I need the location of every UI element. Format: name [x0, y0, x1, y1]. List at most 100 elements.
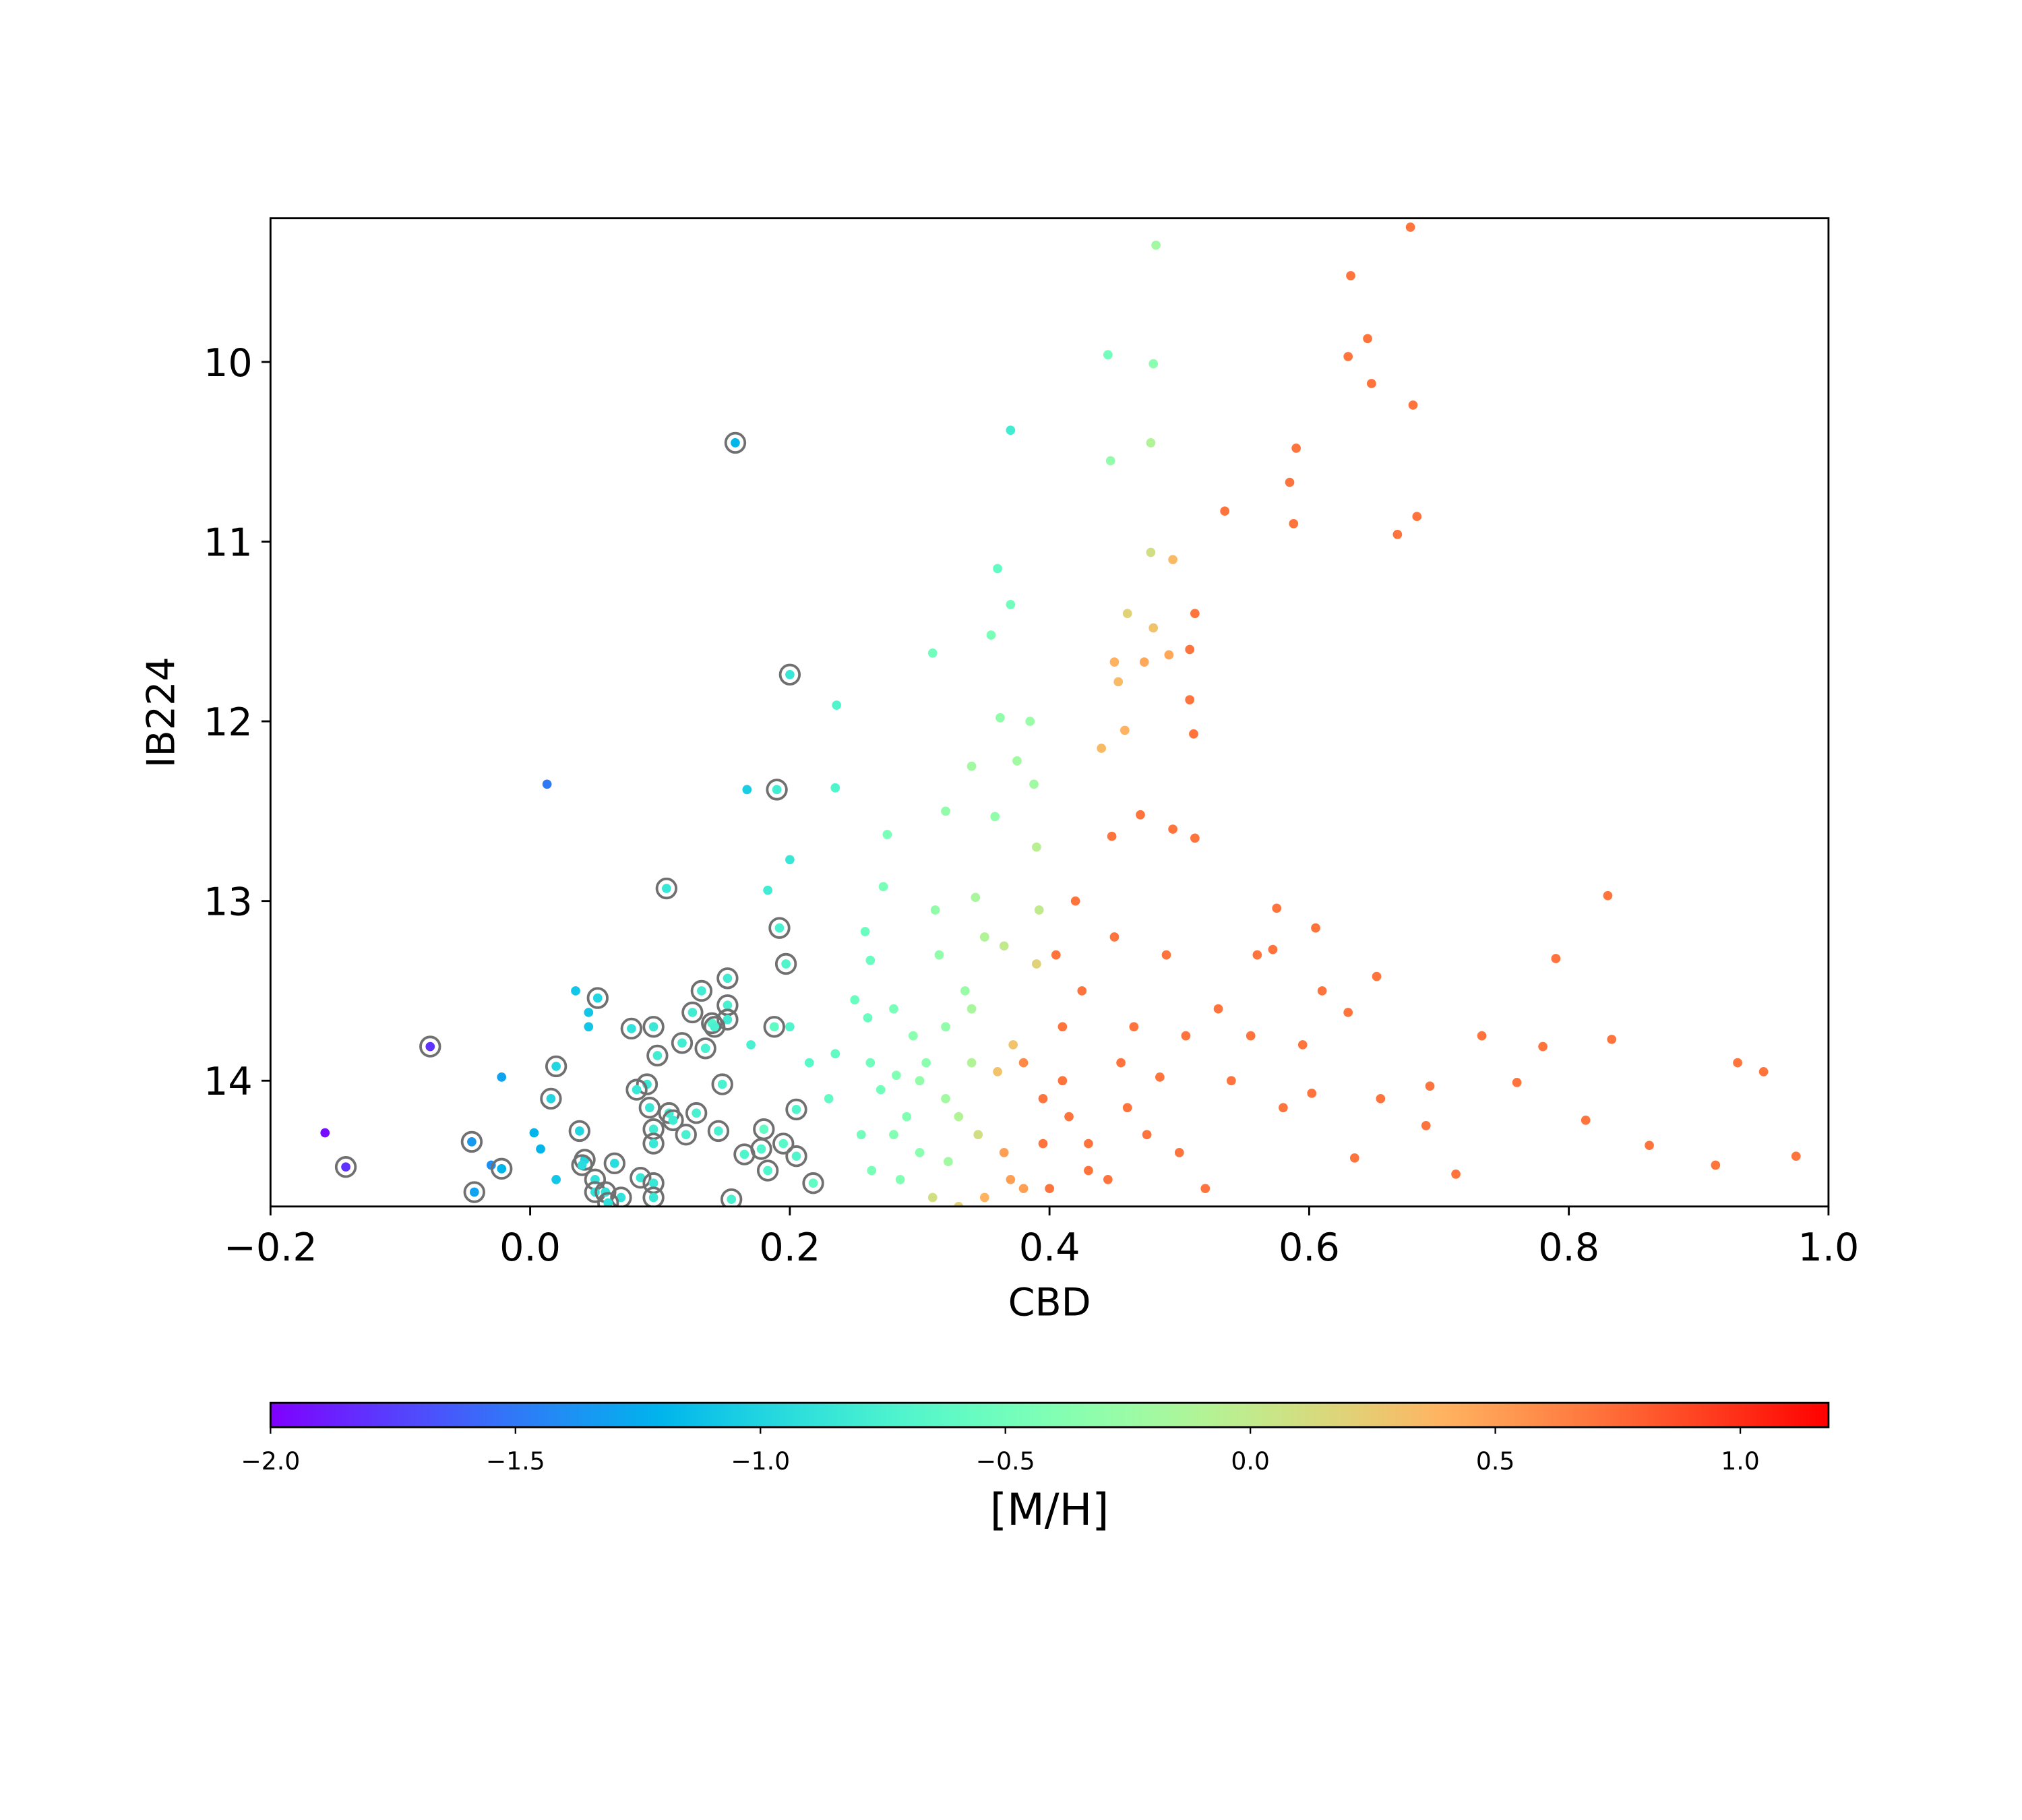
point	[584, 1022, 594, 1032]
point	[808, 1178, 818, 1188]
point	[723, 1000, 733, 1010]
point	[1077, 986, 1087, 996]
point	[1122, 1103, 1132, 1113]
point	[1155, 1072, 1165, 1082]
point	[574, 1126, 584, 1136]
point-ring	[802, 1172, 824, 1194]
point	[652, 1051, 663, 1060]
point	[1538, 1041, 1548, 1052]
x-axis-label: CBD	[1008, 1281, 1091, 1325]
point	[1038, 1094, 1048, 1103]
point	[830, 783, 840, 793]
point	[626, 1024, 636, 1033]
point	[1113, 677, 1124, 687]
point	[546, 1094, 556, 1103]
point	[710, 1022, 719, 1032]
point-ring	[642, 1016, 665, 1038]
point-ring	[720, 1188, 743, 1207]
point-ring	[772, 1132, 795, 1155]
point	[759, 1124, 769, 1134]
x-tick-label: 0.6	[1279, 1225, 1340, 1270]
point	[878, 882, 888, 892]
point	[1372, 971, 1382, 981]
point	[1311, 923, 1320, 933]
point-ring	[763, 1016, 785, 1038]
point	[999, 941, 1009, 951]
x-tick-label: 0.0	[499, 1225, 561, 1270]
point	[723, 973, 733, 983]
y-tick-label: 13	[204, 880, 253, 925]
point	[1307, 1089, 1317, 1098]
point	[1084, 1139, 1093, 1149]
point	[1032, 959, 1041, 969]
point-ring	[491, 1157, 513, 1180]
point	[616, 1192, 626, 1203]
point	[1045, 1184, 1054, 1194]
colorbar-tick-label: −0.5	[976, 1447, 1035, 1476]
point	[677, 1038, 687, 1048]
point	[967, 1058, 977, 1068]
point	[781, 959, 791, 969]
point	[967, 1004, 977, 1014]
point	[1146, 547, 1156, 557]
point	[1107, 831, 1117, 841]
point-ring	[733, 1143, 756, 1165]
point	[1006, 1175, 1016, 1184]
colorbar-tick-label: 0.0	[1231, 1447, 1270, 1476]
point	[915, 1148, 925, 1157]
point	[1164, 650, 1174, 660]
point	[1291, 444, 1301, 453]
point	[1185, 644, 1195, 655]
point-ring	[662, 1109, 684, 1132]
point	[1405, 222, 1415, 232]
point	[1070, 896, 1080, 906]
point	[1477, 1031, 1487, 1041]
point	[902, 1112, 912, 1122]
point-ring	[756, 1159, 779, 1182]
point	[1168, 555, 1177, 565]
point	[584, 1008, 594, 1017]
point	[1246, 1031, 1256, 1041]
x-tick-label: 1.0	[1798, 1225, 1859, 1270]
point	[993, 1067, 1002, 1076]
point	[944, 1157, 953, 1167]
point-ring	[571, 1154, 593, 1176]
point	[742, 785, 752, 795]
point	[648, 1022, 658, 1032]
point	[995, 712, 1005, 723]
point	[644, 1103, 654, 1113]
point	[467, 1137, 477, 1147]
point-ring	[625, 1079, 648, 1101]
point	[856, 1130, 866, 1140]
point	[830, 1049, 840, 1059]
point	[941, 1094, 950, 1103]
y-tick-label: 11	[204, 520, 253, 565]
point	[889, 1130, 898, 1140]
point-ring	[655, 877, 678, 900]
point	[891, 1070, 901, 1081]
point	[1252, 950, 1262, 960]
point	[320, 1128, 330, 1138]
point	[927, 648, 938, 658]
point	[497, 1164, 507, 1174]
point-ring	[463, 1181, 485, 1203]
point	[895, 1175, 905, 1184]
point-ring	[603, 1152, 625, 1175]
point-ring	[785, 1098, 807, 1121]
point	[960, 986, 970, 996]
point-ring	[716, 1008, 739, 1031]
point	[1109, 932, 1120, 942]
point	[603, 1198, 613, 1207]
point	[1006, 599, 1016, 609]
point	[850, 995, 860, 1005]
point	[954, 1112, 964, 1122]
colorbar-tick-label: −2.0	[241, 1447, 300, 1476]
point	[876, 1085, 886, 1095]
point	[865, 1058, 876, 1068]
point	[1279, 1103, 1288, 1113]
point	[1425, 1081, 1435, 1091]
point	[1603, 890, 1613, 901]
plot-area	[270, 218, 1829, 1207]
colorbar-label: [M/H]	[990, 1485, 1109, 1536]
colorbar	[269, 1401, 1830, 1428]
